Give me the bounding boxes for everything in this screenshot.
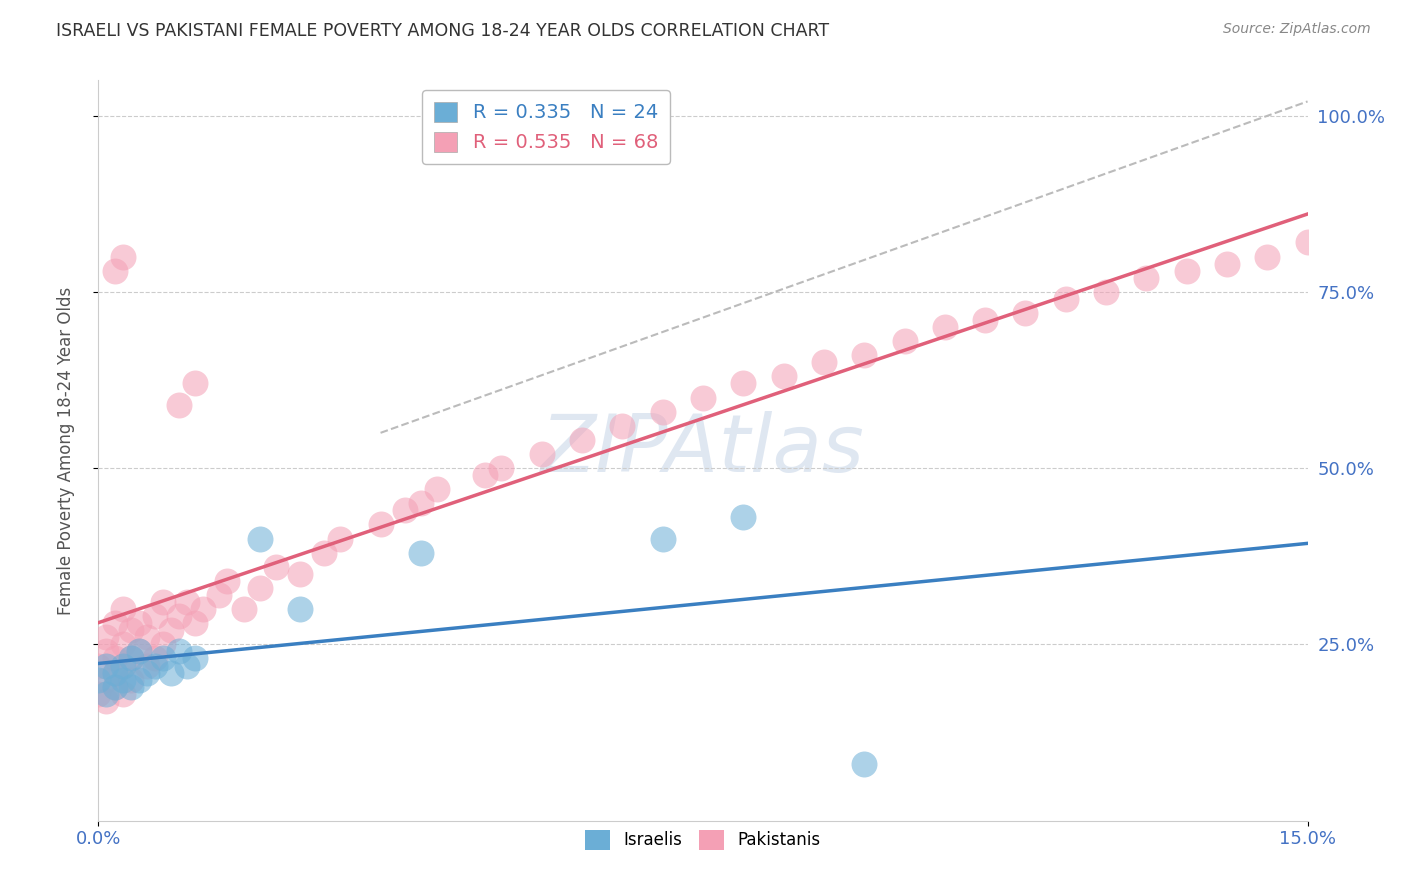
Point: [893, 334, 915, 348]
Point: [103, 680, 125, 694]
Point: [167, 644, 190, 658]
Point: [128, 616, 150, 631]
Point: [96, 687, 118, 701]
Point: [571, 433, 593, 447]
Point: [143, 609, 166, 624]
Point: [103, 616, 125, 631]
Point: [217, 574, 239, 588]
Point: [152, 637, 174, 651]
Point: [128, 644, 150, 658]
Point: [813, 355, 835, 369]
Point: [128, 673, 150, 687]
Point: [87, 687, 110, 701]
Legend: Israelis, Pakistanis: Israelis, Pakistanis: [579, 823, 827, 856]
Point: [87, 673, 110, 687]
Point: [128, 644, 150, 658]
Point: [1014, 306, 1036, 320]
Point: [1054, 292, 1077, 306]
Point: [167, 609, 190, 624]
Point: [120, 673, 142, 687]
Point: [530, 447, 553, 461]
Point: [370, 517, 392, 532]
Point: [96, 658, 118, 673]
Point: [111, 602, 134, 616]
Point: [184, 616, 207, 631]
Y-axis label: Female Poverty Among 18-24 Year Olds: Female Poverty Among 18-24 Year Olds: [56, 286, 75, 615]
Point: [651, 405, 673, 419]
Point: [249, 532, 271, 546]
Point: [143, 658, 166, 673]
Point: [87, 658, 110, 673]
Point: [692, 391, 714, 405]
Point: [160, 665, 183, 680]
Point: [111, 637, 134, 651]
Point: [120, 651, 142, 665]
Point: [135, 658, 157, 673]
Point: [176, 658, 198, 673]
Point: [974, 313, 997, 327]
Point: [394, 503, 416, 517]
Point: [103, 665, 125, 680]
Point: [249, 581, 271, 595]
Point: [111, 658, 134, 673]
Point: [232, 602, 254, 616]
Point: [111, 673, 134, 687]
Point: [96, 694, 118, 708]
Point: [409, 546, 432, 560]
Point: [772, 369, 794, 384]
Point: [853, 757, 876, 772]
Point: [1135, 270, 1157, 285]
Point: [103, 263, 125, 277]
Point: [120, 680, 142, 694]
Point: [1256, 250, 1278, 264]
Point: [1216, 257, 1239, 271]
Point: [853, 348, 876, 362]
Point: [96, 673, 118, 687]
Point: [208, 588, 231, 602]
Point: [733, 510, 755, 524]
Point: [135, 665, 157, 680]
Point: [193, 602, 215, 616]
Point: [1095, 285, 1118, 299]
Point: [314, 546, 336, 560]
Point: [474, 468, 496, 483]
Point: [120, 651, 142, 665]
Point: [167, 398, 190, 412]
Point: [612, 418, 634, 433]
Point: [184, 651, 207, 665]
Point: [1296, 235, 1319, 250]
Text: Source: ZipAtlas.com: Source: ZipAtlas.com: [1223, 22, 1371, 37]
Point: [152, 651, 174, 665]
Point: [120, 624, 142, 638]
Point: [103, 651, 125, 665]
Point: [103, 665, 125, 680]
Point: [176, 595, 198, 609]
Point: [96, 644, 118, 658]
Point: [160, 624, 183, 638]
Point: [103, 680, 125, 694]
Point: [934, 320, 956, 334]
Point: [409, 496, 432, 510]
Point: [264, 559, 287, 574]
Point: [184, 376, 207, 391]
Point: [651, 532, 673, 546]
Text: ISRAELI VS PAKISTANI FEMALE POVERTY AMONG 18-24 YEAR OLDS CORRELATION CHART: ISRAELI VS PAKISTANI FEMALE POVERTY AMON…: [56, 22, 830, 40]
Point: [288, 602, 311, 616]
Point: [733, 376, 755, 391]
Point: [426, 482, 449, 496]
Point: [111, 687, 134, 701]
Point: [111, 658, 134, 673]
Point: [152, 595, 174, 609]
Text: ZIPAtlas: ZIPAtlas: [541, 411, 865, 490]
Point: [111, 250, 134, 264]
Point: [491, 461, 513, 475]
Point: [143, 651, 166, 665]
Point: [96, 630, 118, 644]
Point: [329, 532, 352, 546]
Point: [288, 566, 311, 581]
Point: [1175, 263, 1198, 277]
Point: [135, 630, 157, 644]
